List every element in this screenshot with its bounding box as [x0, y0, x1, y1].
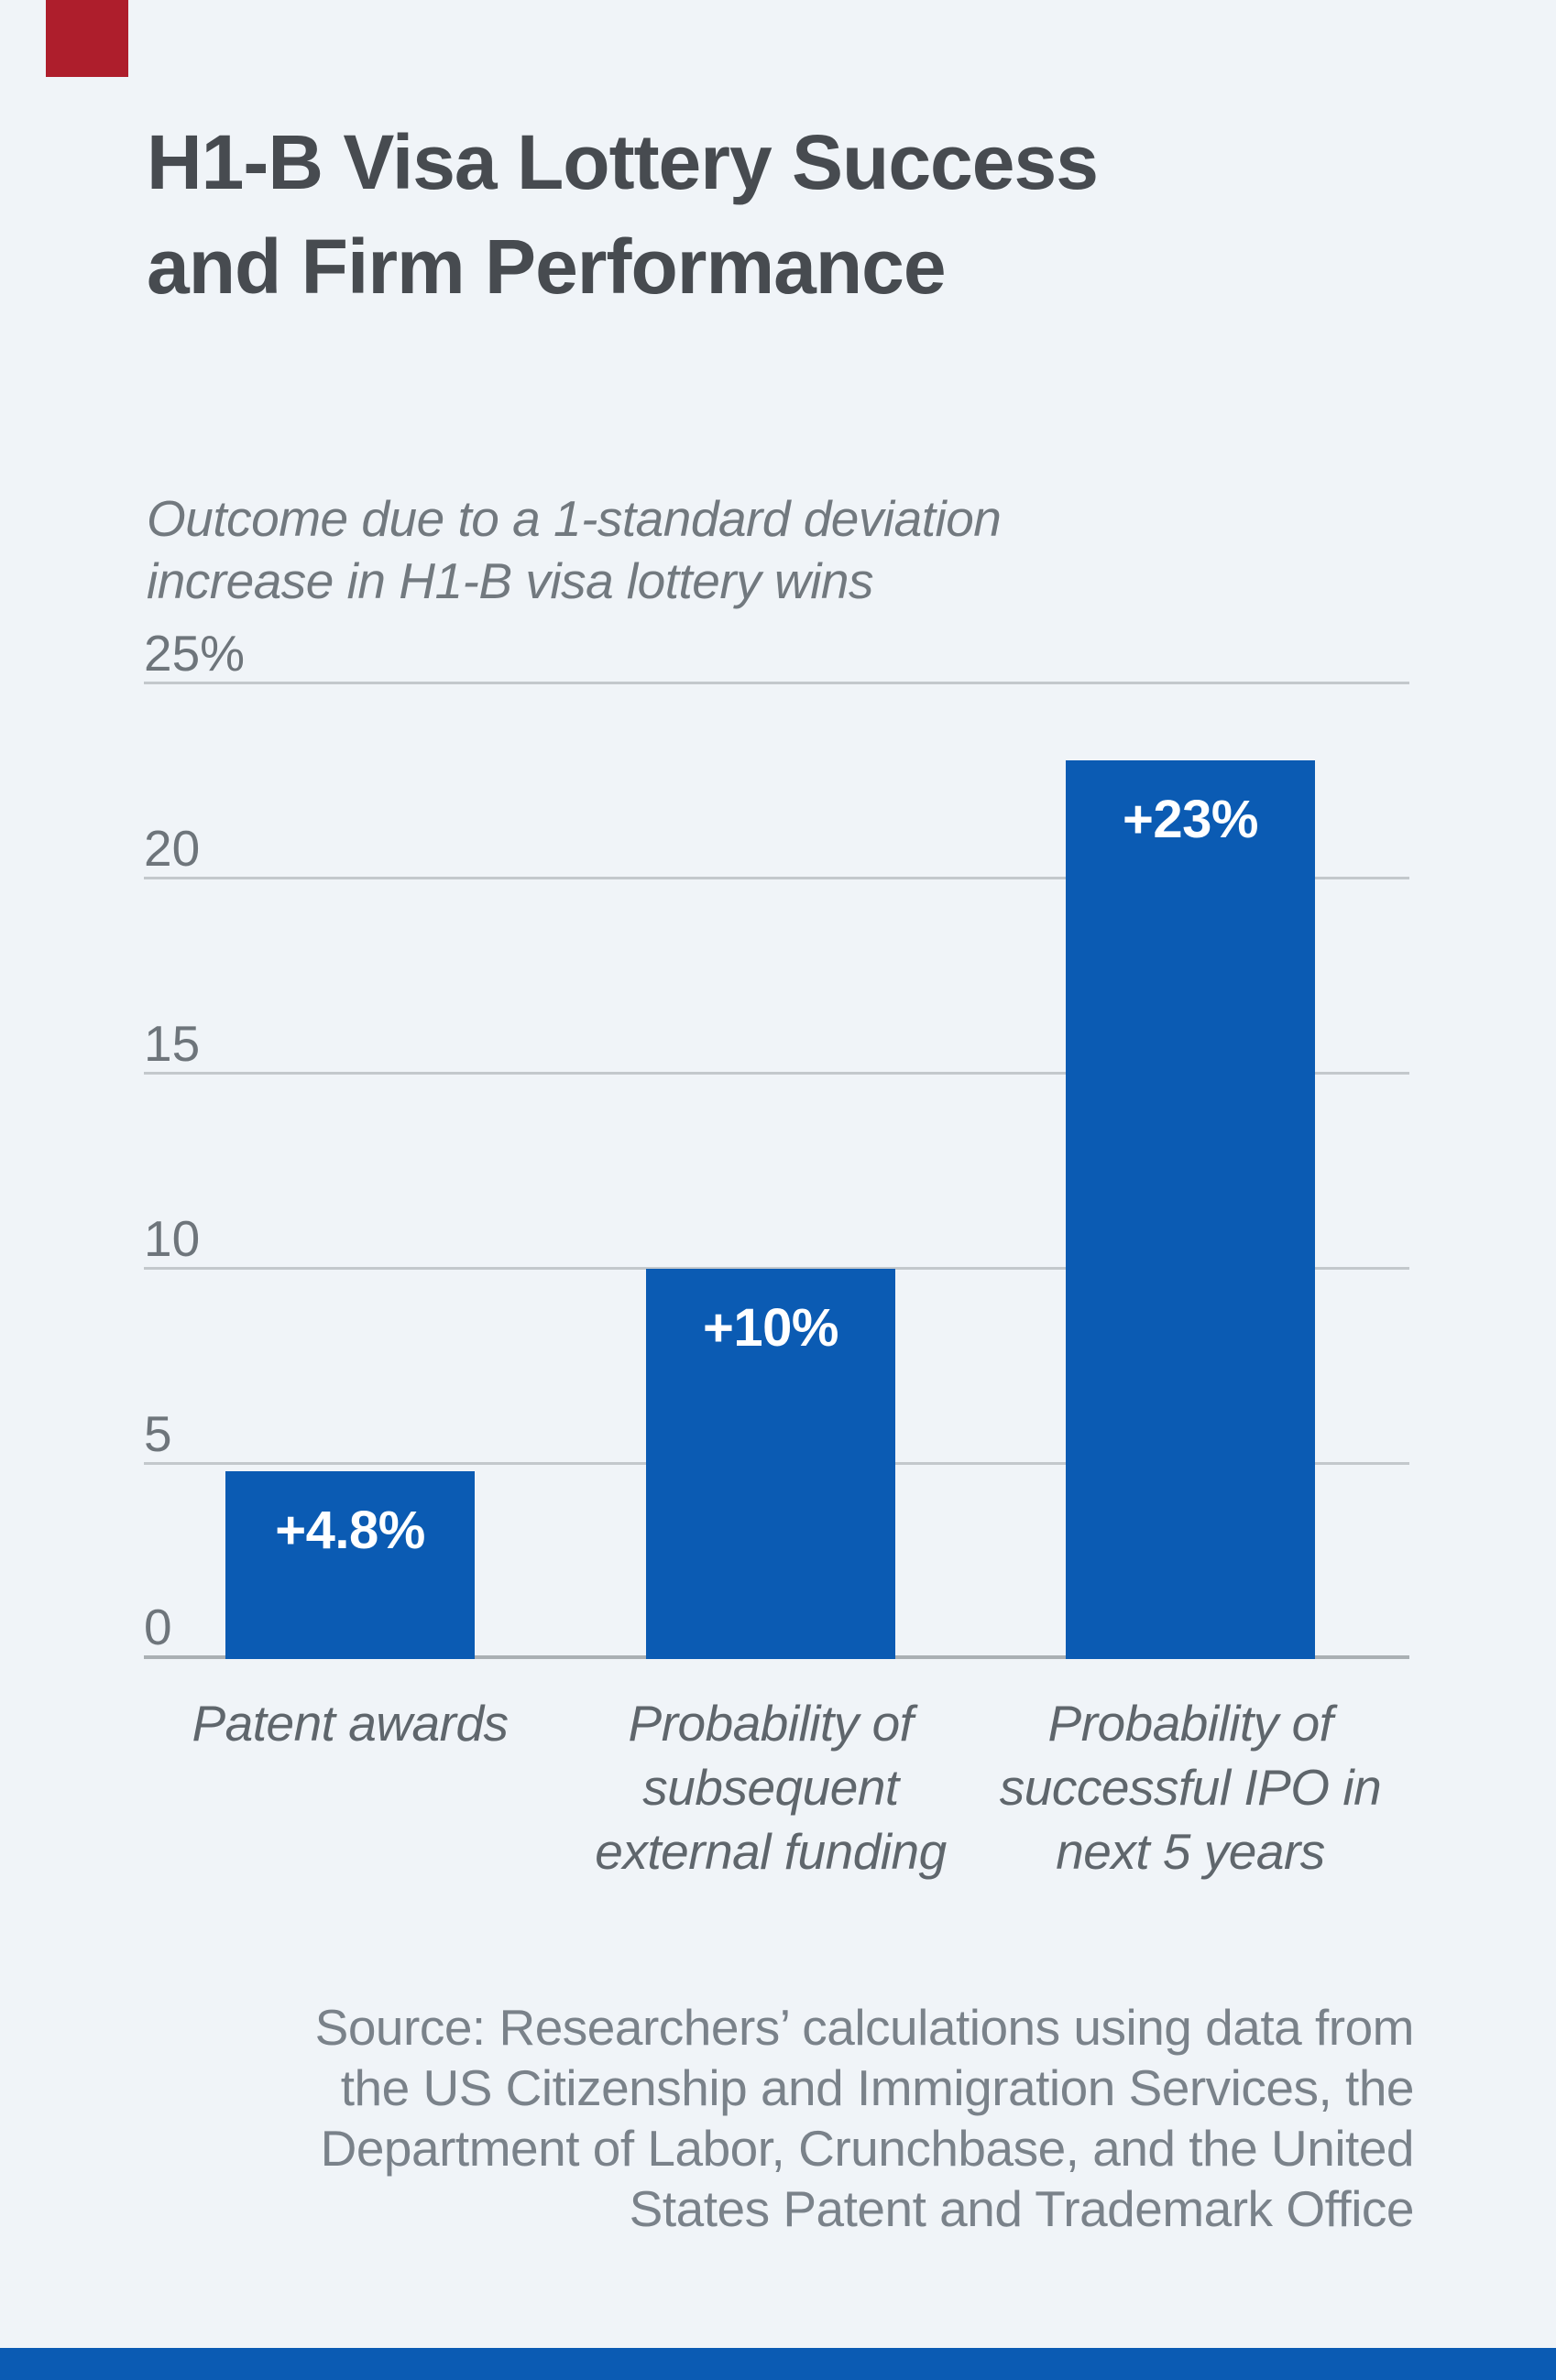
y-tick-label-10: 10 — [144, 1210, 201, 1267]
category-label-line: next 5 years — [1056, 1823, 1325, 1880]
category-label-external-funding: Probability of subsequent external fundi… — [542, 1691, 1000, 1883]
y-tick-label-15: 15 — [144, 1015, 201, 1072]
bar-value-label: +4.8% — [275, 1501, 425, 1560]
bar-value-label: +23% — [1123, 790, 1258, 849]
category-label-line: Patent awards — [192, 1695, 509, 1752]
category-label-line: external funding — [595, 1823, 947, 1880]
page-title: H1-B Visa Lottery Success and Firm Perfo… — [147, 110, 1430, 319]
gridline-15 — [144, 1072, 1409, 1075]
y-tick-label-5: 5 — [144, 1405, 172, 1462]
source-note-line4: States Patent and Trademark Office — [629, 2180, 1415, 2237]
bar-value-label: +10% — [703, 1298, 838, 1358]
page-title-line1: H1-B Visa Lottery Success — [147, 119, 1099, 205]
nber-bottom-accent-bar — [0, 2348, 1556, 2380]
source-note-line2: the US Citizenship and Immigration Servi… — [340, 2059, 1415, 2116]
bar-external-funding: +10% — [646, 1269, 895, 1659]
category-label-line: Probability of — [1047, 1695, 1333, 1752]
source-note-line1: Source: Researchers’ calculations using … — [314, 1999, 1415, 2056]
gridline-10 — [144, 1267, 1409, 1270]
bar-patent-awards: +4.8% — [225, 1471, 475, 1659]
chart-subtitle-line1: Outcome due to a 1-standard deviation — [147, 490, 1002, 547]
y-tick-label-20: 20 — [144, 820, 201, 877]
category-label-line: Probability of — [628, 1695, 914, 1752]
gridline-25 — [144, 682, 1409, 684]
source-note: Source: Researchers’ calculations using … — [140, 1997, 1415, 2239]
bar-successful-ipo: +23% — [1066, 760, 1315, 1659]
category-label-line: successful IPO in — [999, 1759, 1382, 1816]
chart-subtitle: Outcome due to a 1-standard deviation in… — [147, 487, 1246, 612]
y-axis-top-label: 25% — [144, 625, 246, 682]
y-tick-label-0: 0 — [144, 1599, 172, 1655]
page-title-line2: and Firm Performance — [147, 224, 947, 310]
nber-red-square-logo — [46, 0, 128, 77]
source-note-line3: Department of Labor, Crunchbase, and the… — [320, 2120, 1415, 2177]
chart-subtitle-line2: increase in H1-B visa lottery wins — [147, 552, 874, 609]
category-label-line: subsequent — [642, 1759, 899, 1816]
category-label-patent-awards: Patent awards — [121, 1691, 579, 1755]
gridline-20 — [144, 877, 1409, 879]
category-label-successful-ipo: Probability of successful IPO in next 5 … — [961, 1691, 1419, 1883]
